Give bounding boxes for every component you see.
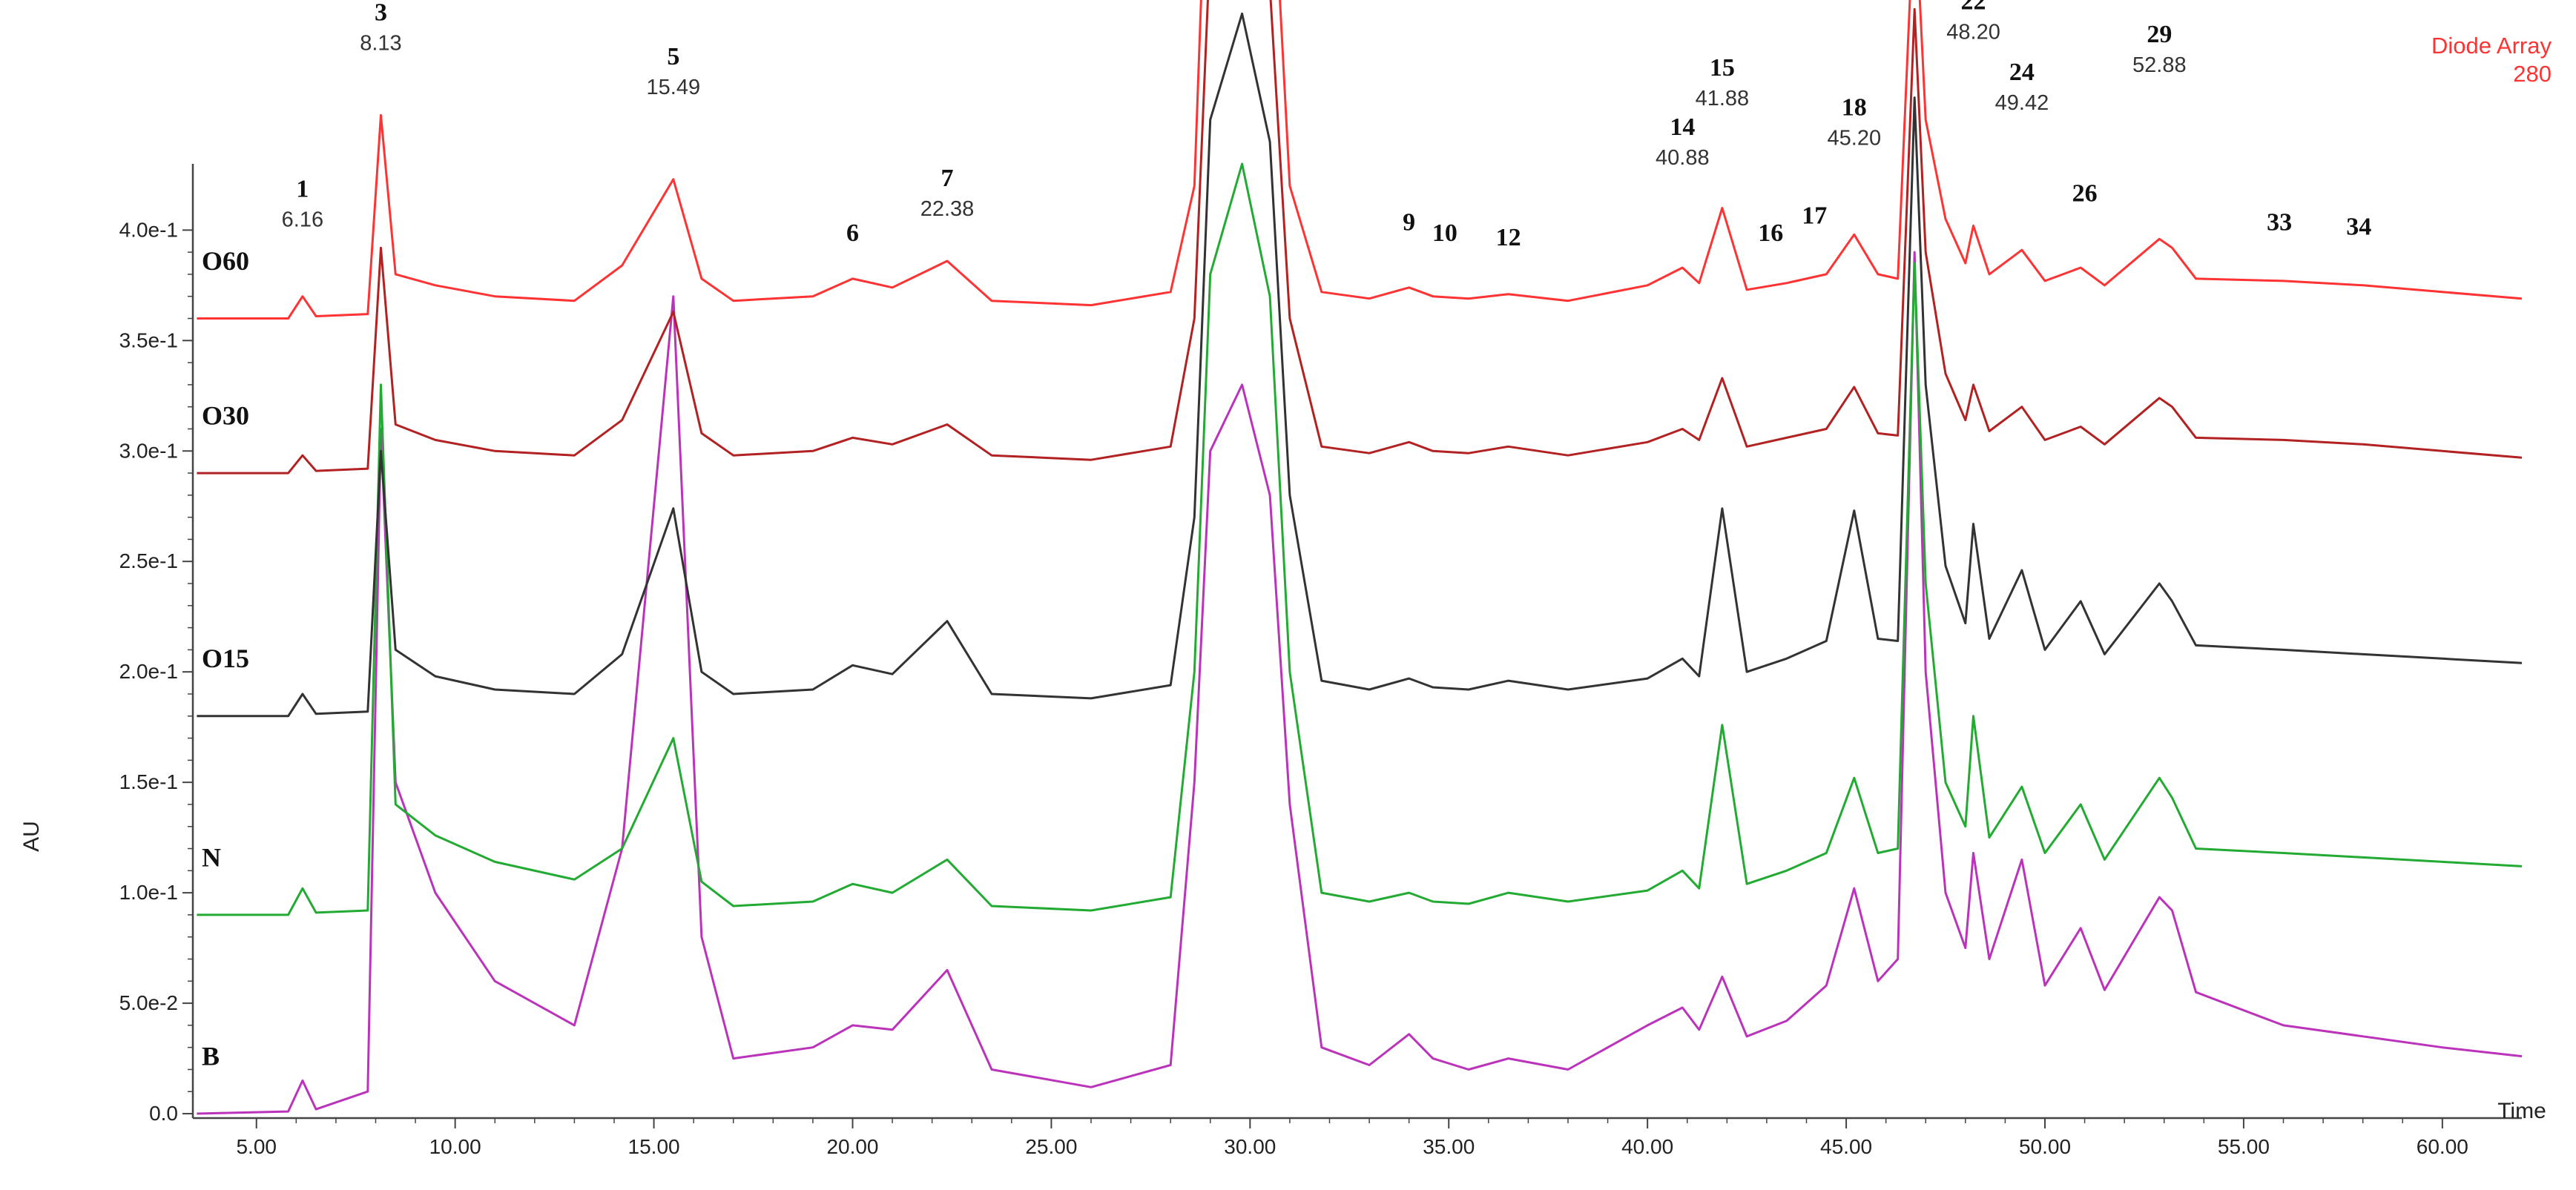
- y-tick-label: 2.5e-1: [119, 549, 178, 572]
- peak-number-label: 26: [2072, 180, 2098, 208]
- peak-time-label: 45.20: [1828, 126, 1882, 150]
- x-axis-title: Time: [2497, 1099, 2546, 1123]
- x-tick-label: 20.00: [826, 1135, 878, 1158]
- peak-time-label: 41.88: [1696, 87, 1750, 110]
- y-tick-label: 1.0e-1: [119, 881, 178, 904]
- y-tick-label: 2.0e-1: [119, 660, 178, 683]
- peak-time-label: 49.42: [1995, 91, 2049, 115]
- y-axis-title: AU: [19, 821, 44, 852]
- y-tick-label: 1.5e-1: [119, 770, 178, 793]
- y-tick-label: 3.0e-1: [119, 439, 178, 462]
- peak-number-label: 10: [1432, 219, 1457, 247]
- axes: 5.00 10.00 15.00 20.00 25.00 30.00 35.00 40.00 4…: [119, 163, 2522, 1158]
- x-tick-label: 60.00: [2417, 1135, 2468, 1158]
- peak-number-label: 18: [1842, 93, 1867, 121]
- peak-time-label: 40.88: [1656, 146, 1710, 170]
- peak-time-label: 52.88: [2132, 53, 2187, 77]
- peak-time-label: 15.49: [647, 76, 701, 99]
- peak-time-label: 22.38: [920, 197, 975, 221]
- x-tick-label: 55.00: [2218, 1135, 2270, 1158]
- peak-number-label: 5: [667, 43, 679, 70]
- x-tick-label: 40.00: [1621, 1135, 1673, 1158]
- series-label-n: N: [202, 842, 221, 872]
- series-label-b: B: [202, 1041, 220, 1071]
- peak-number-label: 34: [2346, 213, 2371, 240]
- series-line-b: [197, 251, 2523, 1115]
- series-line-n: [197, 162, 2523, 916]
- peak-labels: O60O30O15NB16.1638.13515.496722.38829.80…: [202, 0, 2371, 1071]
- series-label-o30: O30: [202, 401, 249, 431]
- detector-label: Diode Array: [2431, 33, 2552, 59]
- series-lines: [197, 0, 2523, 1115]
- peak-number-label: 17: [1802, 202, 1827, 229]
- peak-number-label: 24: [2009, 59, 2035, 86]
- series-line-o60: [197, 0, 2523, 320]
- y-tick-label: 5.0e-2: [119, 991, 178, 1014]
- peak-number-label: 16: [1758, 219, 1783, 247]
- peak-number-label: 15: [1710, 54, 1735, 82]
- detector-wavelength: 280: [2513, 61, 2552, 87]
- peak-number-label: 1: [296, 176, 309, 203]
- series-label-o15: O15: [202, 644, 249, 673]
- peak-time-label: 8.13: [360, 31, 401, 55]
- x-tick-label: 25.00: [1025, 1135, 1077, 1158]
- peak-time-label: 48.20: [1946, 20, 2000, 44]
- peak-number-label: 9: [1403, 208, 1415, 236]
- peak-time-label: 6.16: [282, 208, 323, 232]
- peak-number-label: 33: [2267, 208, 2292, 236]
- peak-number-label: 7: [941, 165, 954, 192]
- peak-number-label: 6: [846, 219, 859, 247]
- y-tick-label: 0.0: [149, 1102, 178, 1125]
- x-tick-label: 15.00: [628, 1135, 680, 1158]
- x-tick-label: 10.00: [429, 1135, 481, 1158]
- peak-number-label: 22: [1961, 0, 1986, 15]
- y-tick-label: 3.5e-1: [119, 328, 178, 351]
- peak-number-label: 3: [375, 0, 387, 26]
- x-tick-label: 30.00: [1224, 1135, 1276, 1158]
- x-tick-label: 35.00: [1423, 1135, 1475, 1158]
- peak-number-label: 14: [1670, 113, 1695, 141]
- peak-number-label: 12: [1496, 224, 1521, 251]
- x-tick-label: 5.00: [236, 1135, 277, 1158]
- y-tick-label: 4.0e-1: [119, 218, 178, 241]
- peak-number-label: 29: [2147, 21, 2172, 48]
- series-line-o30: [197, 0, 2523, 475]
- x-tick-label: 50.00: [2019, 1135, 2071, 1158]
- series-line-o15: [197, 12, 2523, 718]
- series-label-o60: O60: [202, 246, 249, 276]
- x-tick-label: 45.00: [1820, 1135, 1872, 1158]
